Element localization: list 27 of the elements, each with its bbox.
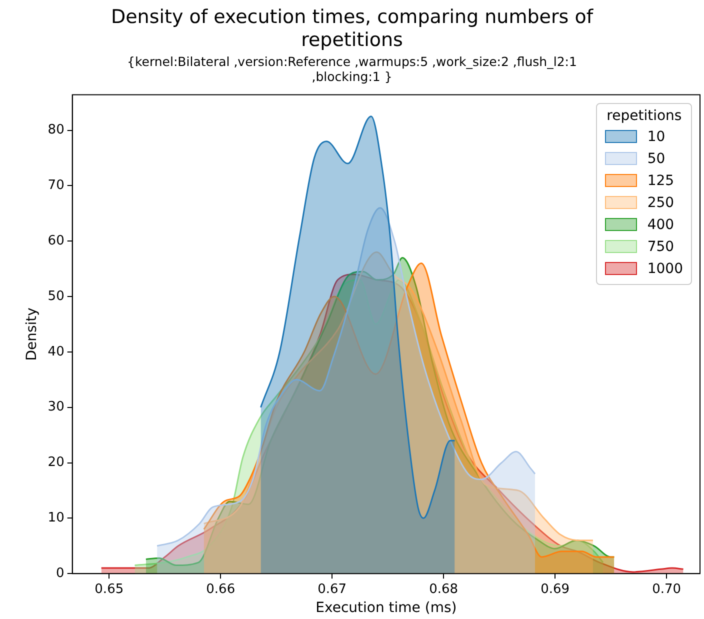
legend-label: 750	[647, 238, 674, 255]
x-tick-label: 0.70	[652, 582, 682, 597]
y-tick-label: 60	[48, 233, 64, 248]
x-tick-label: 0.66	[206, 582, 236, 597]
legend-label: 1000	[647, 260, 683, 277]
x-tick-label: 0.65	[94, 582, 124, 597]
legend-label: 250	[647, 194, 674, 211]
y-tick-label: 70	[48, 178, 64, 194]
y-tick-label: 20	[48, 455, 64, 470]
x-tick-label: 0.67	[318, 582, 347, 597]
legend-label: 125	[647, 172, 674, 189]
y-tick-label: 80	[48, 122, 64, 138]
y-tick-label: 0	[56, 566, 64, 581]
y-axis-title: Density	[24, 308, 40, 361]
chart-title: Density of execution times, comparing numbers of repetitions	[110, 6, 594, 52]
x-axis-title: Execution time (ms)	[316, 600, 457, 616]
legend-title: repetitions	[606, 108, 683, 124]
legend-label: 50	[647, 150, 666, 167]
x-tick-label: 0.69	[540, 582, 570, 597]
y-tick-label: 10	[48, 510, 64, 526]
legend-label: 10	[647, 128, 666, 145]
x-tick-label: 0.68	[429, 582, 458, 597]
y-tick-label: 50	[48, 288, 64, 304]
y-tick-label: 30	[48, 400, 64, 415]
y-tick-label: 40	[48, 344, 64, 360]
chart-subtitle: {kernel:Bilateral ,version:Reference ,warmups:5 ,work_size:2 ,flush_l2:1 ,blocking:1 }	[127, 54, 577, 84]
legend-label: 400	[647, 216, 674, 233]
